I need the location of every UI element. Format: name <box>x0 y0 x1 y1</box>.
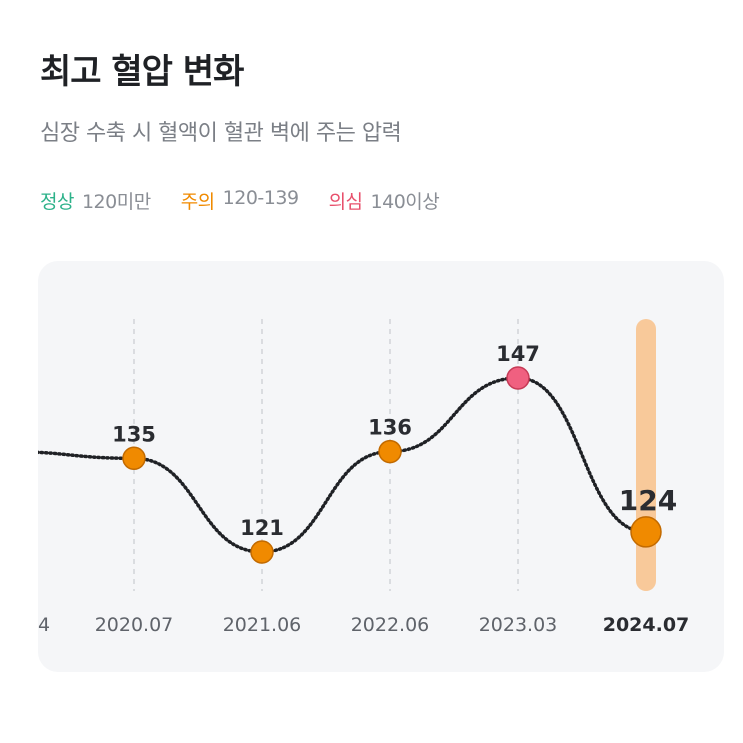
data-point <box>630 516 662 548</box>
status-legend: 정상 120미만 주의 120-139 의심 140이상 <box>40 187 440 214</box>
legend-range-suspect: 140이상 <box>370 191 440 213</box>
x-tick-label: 2024.07 <box>603 614 690 636</box>
data-point <box>506 366 530 390</box>
x-tick-label: 2023.03 <box>479 614 558 636</box>
x-tick-label: 4 <box>38 614 50 636</box>
x-tick-label: 2021.06 <box>223 614 302 636</box>
legend-label-normal: 정상 <box>40 191 74 213</box>
data-label: 124 <box>619 484 677 517</box>
data-point <box>250 540 274 564</box>
page-subtitle: 심장 수축 시 혈액이 혈관 벽에 주는 압력 <box>40 121 402 146</box>
legend-label-caution: 주의 <box>180 191 215 213</box>
page-title: 최고 혈압 변화 <box>40 52 244 92</box>
x-tick-label: 2020.07 <box>95 614 174 636</box>
legend-range-caution: 120-139 <box>222 187 299 209</box>
selected-highlight-bar <box>636 319 656 591</box>
blood-pressure-chart[interactable]: 135 121 136 147 124 4 2020.07 2021.06 2022.06 202… <box>38 261 724 672</box>
data-point <box>122 446 146 471</box>
data-label: 147 <box>496 342 540 366</box>
legend-item-caution: 주의 120-139 <box>181 187 299 214</box>
x-tick-label: 2022.06 <box>351 614 430 636</box>
legend-item-normal: 정상 120미만 <box>40 187 151 214</box>
legend-range-normal: 120미만 <box>81 191 151 213</box>
data-point <box>378 439 402 464</box>
legend-item-suspect: 의심 140이상 <box>329 187 440 214</box>
data-label: 135 <box>112 422 156 446</box>
legend-label-suspect: 의심 <box>328 191 363 213</box>
data-label: 136 <box>368 416 412 440</box>
chart-card[interactable]: 135 121 136 147 124 4 2020.07 2021.06 2022.06 202… <box>38 261 724 672</box>
data-label: 121 <box>240 516 284 540</box>
